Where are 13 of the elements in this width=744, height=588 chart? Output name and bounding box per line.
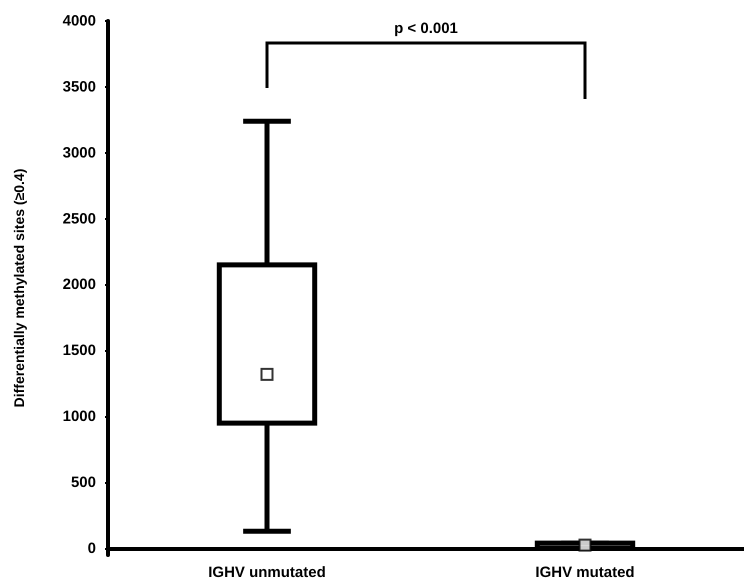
y-tick-label: 500 bbox=[70, 474, 96, 491]
y-tick-label: 1000 bbox=[62, 408, 96, 426]
y-tick-label: 4000 bbox=[62, 12, 96, 30]
y-tick-label: 0 bbox=[88, 540, 96, 557]
x-tick-label: IGHV mutated bbox=[535, 564, 635, 581]
y-tick-label: 2500 bbox=[62, 210, 96, 228]
y-tick-label: 1500 bbox=[62, 342, 96, 360]
y-axis-title: Differentially methylated sites (≥0.4) bbox=[11, 168, 27, 408]
annotation: p < 0.001 bbox=[394, 20, 458, 37]
y-tick-label: 3500 bbox=[62, 78, 96, 96]
x-tick-label: IGHV unmutated bbox=[208, 564, 326, 581]
y-tick-label: 2000 bbox=[62, 276, 96, 294]
y-tick-label: 3000 bbox=[62, 144, 96, 162]
